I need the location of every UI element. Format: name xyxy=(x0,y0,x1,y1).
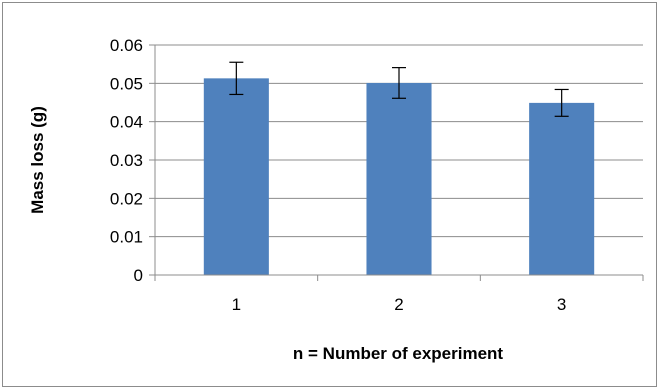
bars xyxy=(203,78,595,275)
y-tick-label: 0.04 xyxy=(110,113,143,132)
bar xyxy=(203,78,269,275)
y-tick-label: 0.01 xyxy=(110,228,143,247)
y-tick-label: 0 xyxy=(134,266,143,285)
y-axis-title: Mass loss (g) xyxy=(28,106,47,214)
axes xyxy=(149,44,644,281)
y-tick-label: 0.05 xyxy=(110,74,143,93)
tick-labels: 0 0.01 0.02 0.03 0.04 0.05 0.06 1 2 3 xyxy=(110,36,566,314)
bar xyxy=(366,82,432,275)
error-bars xyxy=(229,61,569,117)
x-tick-label: 1 xyxy=(232,295,241,314)
bar xyxy=(529,102,595,275)
x-tick-label: 2 xyxy=(394,295,403,314)
y-tick-label: 0.03 xyxy=(110,151,143,170)
y-tick-label: 0.06 xyxy=(110,36,143,55)
y-tick-label: 0.02 xyxy=(110,189,143,208)
x-axis-title: n = Number of experiment xyxy=(293,344,504,363)
x-tick-label: 3 xyxy=(557,295,566,314)
